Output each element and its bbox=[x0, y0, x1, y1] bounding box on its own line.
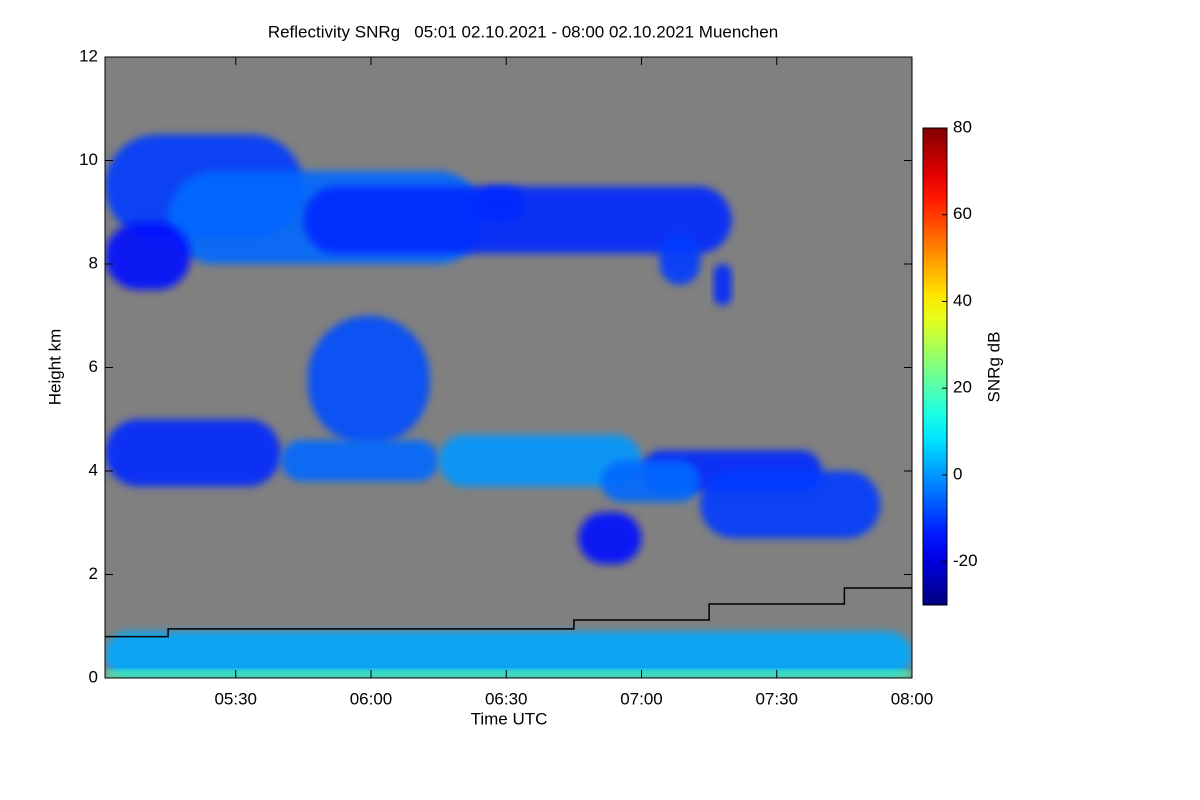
reflectivity-cell bbox=[474, 186, 525, 223]
colorbar-tick-label: 80 bbox=[953, 117, 972, 136]
y-tick-label: 4 bbox=[89, 460, 98, 479]
y-axis-label: Height km bbox=[45, 329, 64, 406]
reflectivity-cell bbox=[659, 232, 701, 285]
y-tick-label: 0 bbox=[89, 667, 98, 686]
reflectivity-cell bbox=[600, 460, 701, 503]
y-tick-label: 6 bbox=[89, 357, 98, 376]
reflectivity-cell bbox=[105, 222, 191, 290]
reflectivity-cell bbox=[105, 631, 912, 678]
reflectivity-cell bbox=[438, 434, 642, 487]
reflectivity-cell bbox=[307, 315, 430, 446]
reflectivity-cell bbox=[105, 419, 281, 487]
reflectivity-cell bbox=[303, 186, 732, 254]
reflectivity-cell bbox=[105, 670, 912, 678]
x-tick-label: 06:30 bbox=[485, 689, 528, 708]
x-tick-label: 08:00 bbox=[891, 689, 934, 708]
colorbar-label: SNRg dB bbox=[984, 332, 1003, 403]
x-tick-label: 07:00 bbox=[620, 689, 663, 708]
colorbar-tick-label: 40 bbox=[953, 291, 972, 310]
boundary-line bbox=[105, 587, 912, 638]
colorbar-tick-label: -20 bbox=[953, 551, 978, 570]
reflectivity-cell bbox=[578, 512, 642, 565]
x-tick-label: 07:30 bbox=[755, 689, 798, 708]
x-tick-label: 05:30 bbox=[214, 689, 257, 708]
colorbar-tick-label: 60 bbox=[953, 204, 972, 223]
reflectivity-cell bbox=[700, 471, 881, 539]
x-axis-label: Time UTC bbox=[471, 709, 548, 728]
colorbar-tick-label: 20 bbox=[953, 378, 972, 397]
colorbar-tick-label: 0 bbox=[953, 464, 962, 483]
y-tick-label: 12 bbox=[79, 46, 98, 65]
chart-title: Reflectivity SNRg 05:01 02.10.2021 - 08:… bbox=[268, 22, 778, 41]
plot-area bbox=[105, 57, 912, 678]
y-tick-label: 10 bbox=[79, 150, 98, 169]
colorbar bbox=[922, 127, 948, 606]
reflectivity-cell bbox=[280, 439, 439, 482]
y-tick-label: 8 bbox=[89, 253, 98, 272]
reflectivity-cell bbox=[713, 264, 732, 306]
x-tick-label: 06:00 bbox=[350, 689, 393, 708]
y-tick-label: 2 bbox=[89, 564, 98, 583]
